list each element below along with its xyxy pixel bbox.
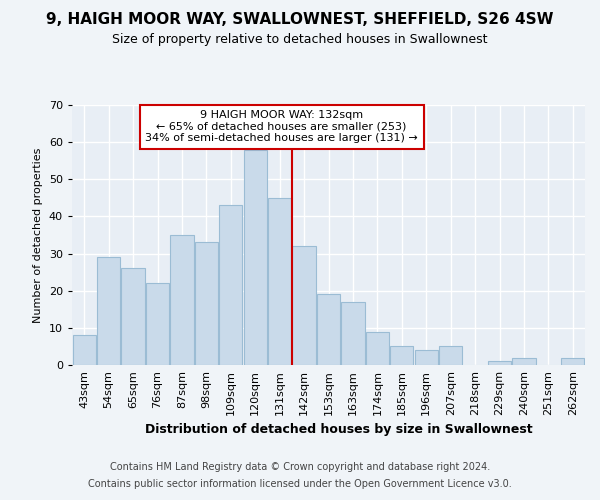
Bar: [268, 198, 291, 365]
Text: Contains HM Land Registry data © Crown copyright and database right 2024.: Contains HM Land Registry data © Crown c…: [110, 462, 490, 472]
Bar: [170, 235, 194, 365]
Bar: [219, 206, 242, 365]
Text: Distribution of detached houses by size in Swallownest: Distribution of detached houses by size …: [145, 422, 533, 436]
Bar: [390, 346, 413, 365]
Bar: [317, 294, 340, 365]
Bar: [121, 268, 145, 365]
Bar: [244, 150, 267, 365]
Y-axis label: Number of detached properties: Number of detached properties: [33, 148, 43, 322]
Bar: [195, 242, 218, 365]
Bar: [146, 284, 169, 365]
Text: Size of property relative to detached houses in Swallownest: Size of property relative to detached ho…: [112, 32, 488, 46]
Text: Contains public sector information licensed under the Open Government Licence v3: Contains public sector information licen…: [88, 479, 512, 489]
Bar: [97, 258, 120, 365]
Bar: [488, 362, 511, 365]
Bar: [415, 350, 438, 365]
Bar: [512, 358, 536, 365]
Bar: [366, 332, 389, 365]
Text: 9 HAIGH MOOR WAY: 132sqm
← 65% of detached houses are smaller (253)
34% of semi-: 9 HAIGH MOOR WAY: 132sqm ← 65% of detach…: [145, 110, 418, 144]
Text: 9, HAIGH MOOR WAY, SWALLOWNEST, SHEFFIELD, S26 4SW: 9, HAIGH MOOR WAY, SWALLOWNEST, SHEFFIEL…: [46, 12, 554, 28]
Bar: [73, 336, 96, 365]
Bar: [439, 346, 462, 365]
Bar: [292, 246, 316, 365]
Bar: [341, 302, 365, 365]
Bar: [561, 358, 584, 365]
